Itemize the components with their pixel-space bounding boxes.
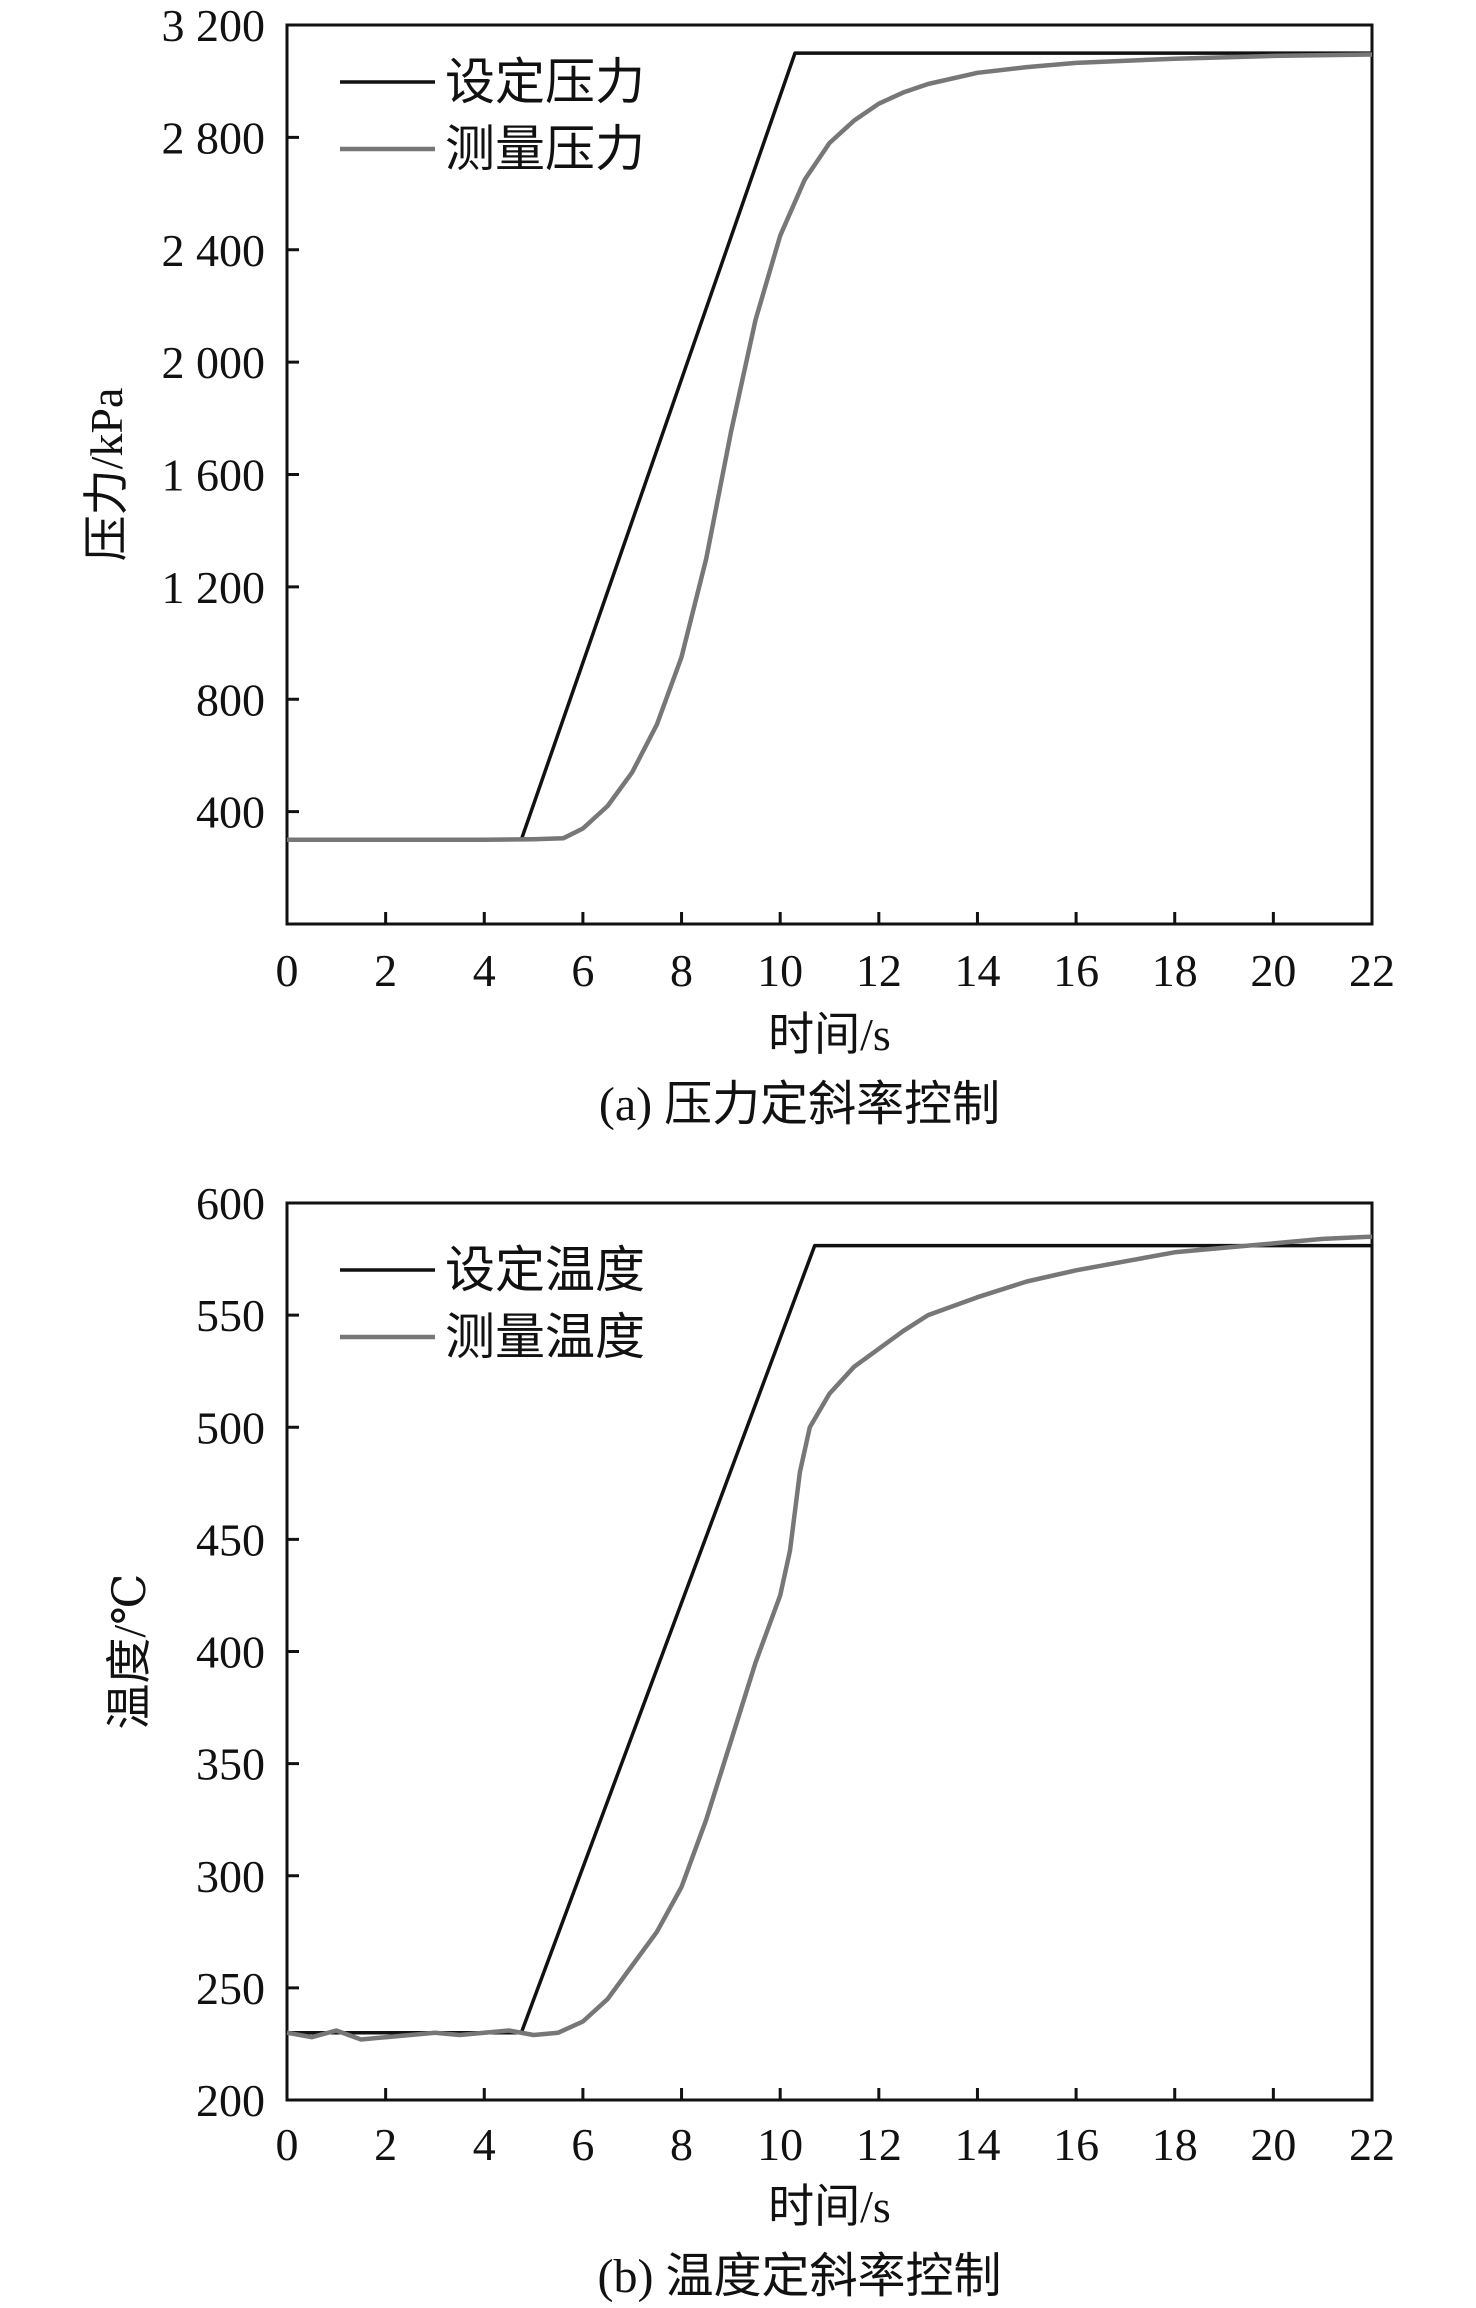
y-tick-label: 600	[196, 1178, 265, 1229]
temperature-chart: 0 2 4 6 8 10 12 14 16 18 20 22 200 250 300 350 400 450 500…	[104, 1178, 1395, 2303]
y-tick-label: 200	[196, 2075, 265, 2126]
x-tick-label: 14	[954, 2119, 1000, 2170]
y-tick-label: 2 400	[162, 225, 266, 276]
x-tick-label: 16	[1053, 2119, 1099, 2170]
legend-label: 测量压力	[445, 121, 645, 177]
x-tick-label: 10	[757, 2119, 803, 2170]
x-tick-label: 22	[1349, 2119, 1395, 2170]
x-tick-label: 20	[1250, 2119, 1296, 2170]
x-tick-label: 6	[571, 945, 594, 996]
y-tick-label: 2 000	[162, 337, 266, 388]
x-axis-label: 时间/s	[768, 2181, 891, 2232]
y-tick-label: 3 200	[162, 0, 266, 51]
series-line-setpoint	[287, 1243, 1372, 2035]
x-tick-label: 12	[856, 2119, 902, 2170]
x-tick-label: 8	[670, 2119, 693, 2170]
y-tick-label: 1 600	[162, 450, 266, 501]
x-tick-label: 12	[856, 945, 902, 996]
pressure-chart: 0 2 4 6 8 10 12 14 16 18 20 22 400 800 1 200 1 600 2 000…	[81, 0, 1395, 1131]
x-tick-label: 8	[670, 945, 693, 996]
x-tick-label: 2	[374, 2119, 397, 2170]
x-tick-label: 6	[571, 2119, 594, 2170]
x-tick-label: 22	[1349, 945, 1395, 996]
x-tick-label: 18	[1152, 2119, 1198, 2170]
y-tick-label: 550	[196, 1290, 265, 1341]
x-tick-label: 14	[954, 945, 1000, 996]
y-tick-label: 450	[196, 1514, 265, 1565]
y-tick-label: 400	[196, 787, 265, 838]
x-tick-label: 4	[473, 945, 496, 996]
x-axis-label: 时间/s	[768, 1009, 891, 1060]
y-tick-label: 350	[196, 1739, 265, 1790]
figure-caption: (b) 温度定斜率控制	[598, 2250, 1002, 2303]
y-tick-label: 2 800	[162, 112, 266, 163]
y-tick-label: 300	[196, 1851, 265, 1902]
y-tick-label: 800	[196, 674, 265, 725]
y-axis-label: 温度/℃	[104, 1573, 155, 1729]
x-tick-label: 0	[276, 2119, 299, 2170]
series-line-measured	[287, 52, 1373, 842]
x-tick-label: 20	[1250, 945, 1296, 996]
y-tick-label: 500	[196, 1402, 265, 1453]
x-tick-label: 2	[374, 945, 397, 996]
y-tick-label: 400	[196, 1627, 265, 1678]
x-tick-label: 4	[473, 2119, 496, 2170]
figure-caption: (a) 压力定斜率控制	[599, 1078, 1000, 1131]
series-line-measured	[286, 1234, 1373, 2042]
y-axis-label: 压力/kPa	[81, 388, 132, 562]
x-tick-label: 10	[757, 945, 803, 996]
x-tick-label: 18	[1152, 945, 1198, 996]
legend-label: 测量温度	[445, 1309, 645, 1365]
y-tick-label: 1 200	[162, 562, 266, 613]
legend-label: 设定温度	[445, 1242, 645, 1298]
x-tick-label: 0	[276, 945, 299, 996]
x-tick-label: 16	[1053, 945, 1099, 996]
legend-label: 设定压力	[445, 54, 645, 110]
y-tick-label: 250	[196, 1963, 265, 2014]
